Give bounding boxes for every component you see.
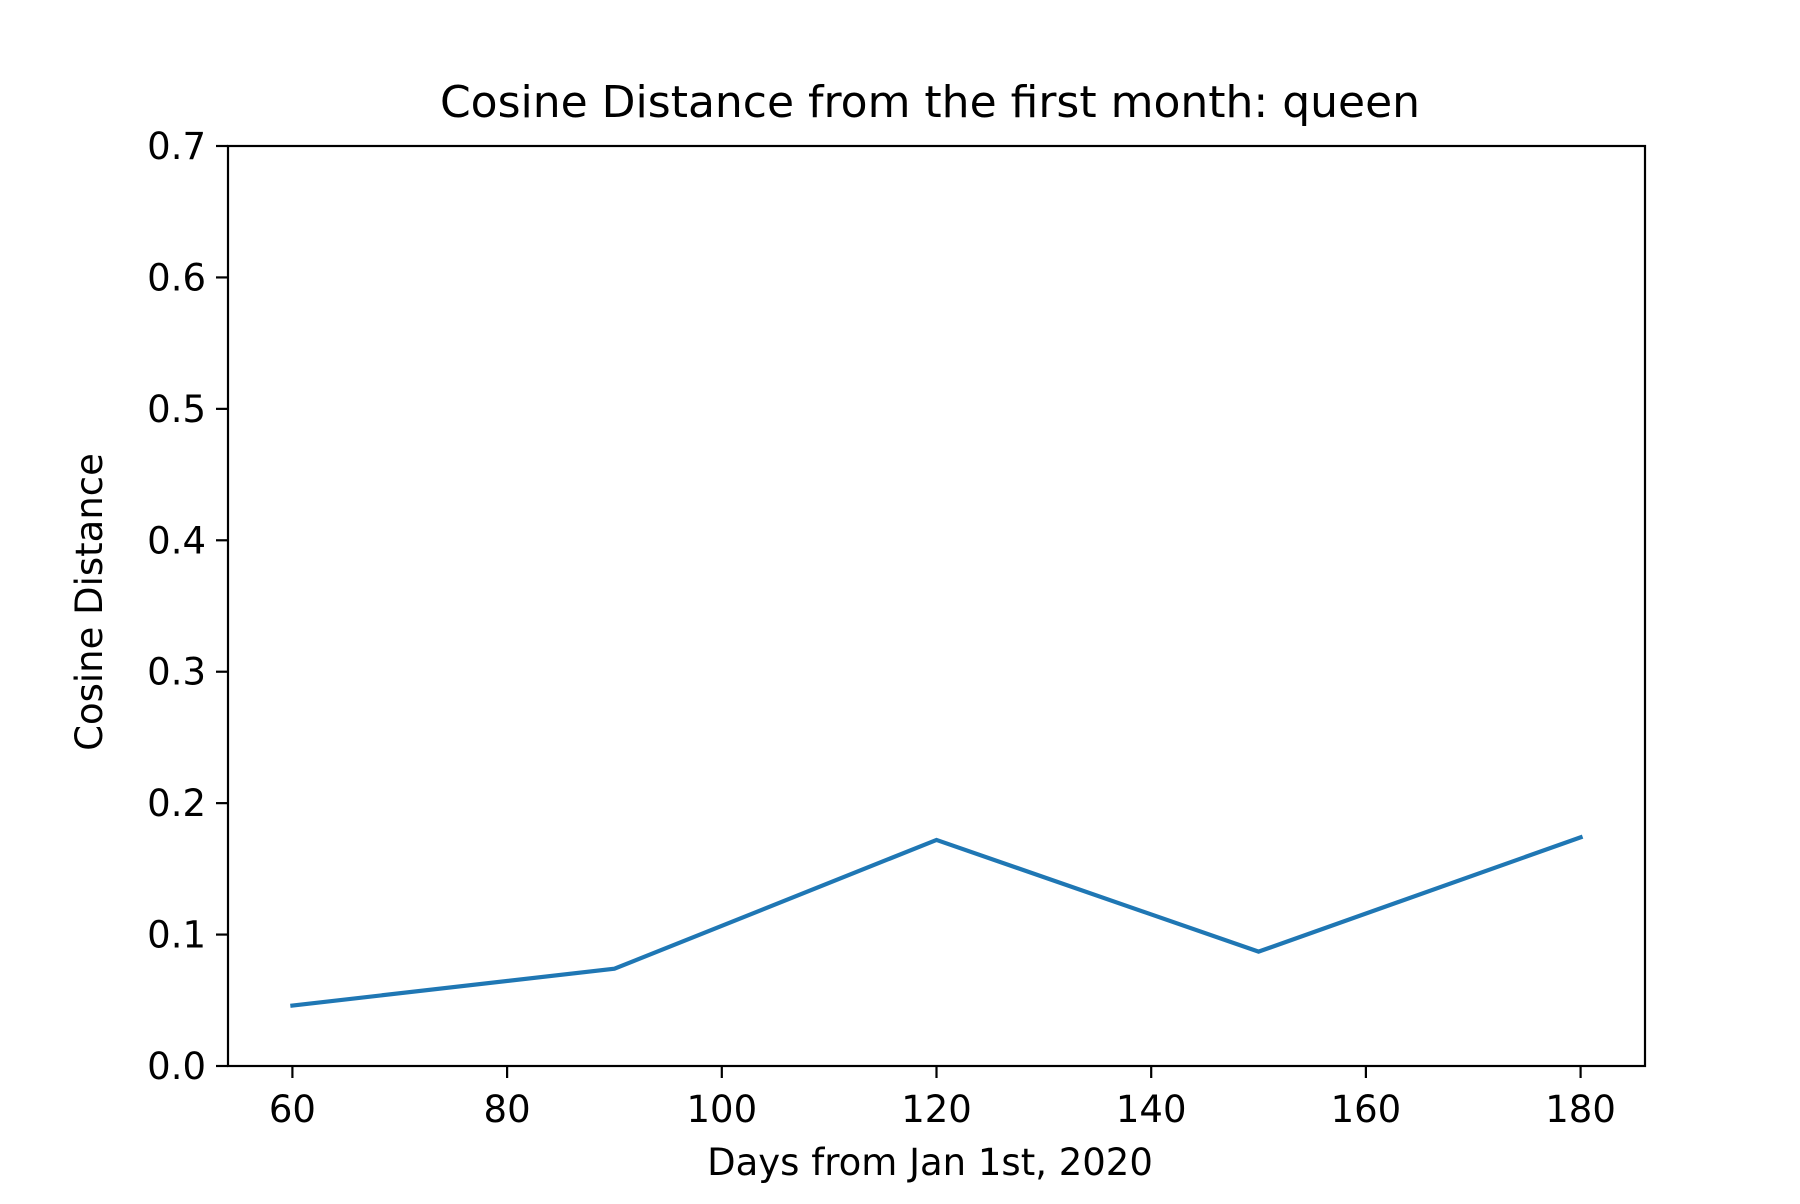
y-tick-label: 0.2 [147, 782, 206, 825]
x-axis-ticks: 60 80 100 120 140 160 180 [269, 1066, 1616, 1131]
x-tick-label: 80 [484, 1088, 531, 1131]
x-tick-label: 160 [1331, 1088, 1402, 1131]
y-tick-label: 0.0 [147, 1045, 206, 1088]
series-line [290, 834, 1584, 1008]
x-tick-label: 100 [686, 1088, 757, 1131]
y-tick-label: 0.4 [147, 519, 206, 562]
y-tick-label: 0.3 [147, 651, 206, 694]
y-tick-label: 0.1 [147, 914, 206, 957]
y-tick-label: 0.5 [147, 388, 206, 431]
y-tick-label: 0.7 [147, 125, 206, 168]
y-axis-label: Cosine Distance [68, 453, 111, 751]
y-axis-ticks: 0.0 0.1 0.2 0.3 0.4 0.5 0.6 0.7 [147, 125, 228, 1088]
x-axis-label: Days from Jan 1st, 2020 [707, 1141, 1153, 1184]
x-tick-label: 120 [901, 1088, 972, 1131]
x-tick-label: 60 [269, 1088, 316, 1131]
y-tick-label: 0.6 [147, 256, 206, 299]
x-tick-label: 140 [1116, 1088, 1187, 1131]
x-tick-label: 180 [1545, 1088, 1616, 1131]
chart-title: Cosine Distance from the first month: qu… [440, 77, 1420, 128]
